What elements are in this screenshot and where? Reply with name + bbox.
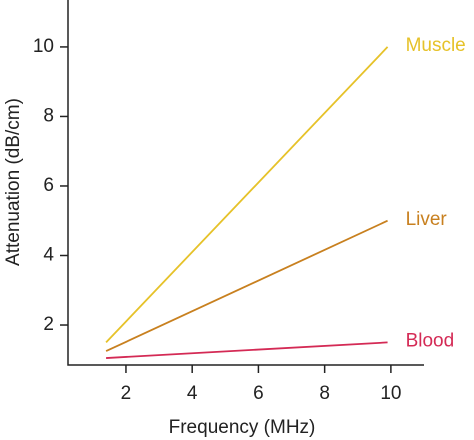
y-tick-label: 4 (43, 245, 54, 266)
y-tick-label: 8 (43, 105, 54, 126)
y-tick-label: 6 (43, 175, 54, 196)
x-axis-title: Frequency (MHz) (169, 417, 316, 438)
axes (67, 0, 424, 366)
y-tick-label: 10 (33, 36, 54, 57)
x-tick-label: 4 (187, 383, 198, 404)
series-label: Liver (406, 209, 448, 230)
x-tick-label: 10 (380, 383, 401, 404)
series-label: Muscle (406, 35, 466, 56)
y-tick-label: 2 (43, 314, 54, 335)
series-label: Blood (406, 330, 455, 351)
series-line (105, 219, 388, 352)
x-tick-label: 2 (121, 383, 132, 404)
series-line (106, 341, 388, 359)
x-tick-label: 8 (319, 383, 330, 404)
series-line (105, 46, 389, 344)
x-tick-label: 6 (253, 383, 264, 404)
y-axis-title: Attenuation (dB/cm) (3, 98, 24, 266)
